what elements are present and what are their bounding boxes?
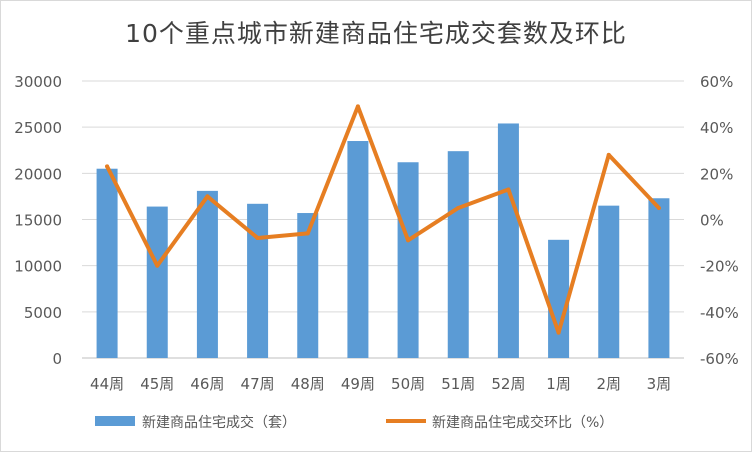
left-tick-label: 5000 <box>24 304 62 322</box>
category-label: 48周 <box>291 375 325 393</box>
left-tick-label: 10000 <box>14 258 62 276</box>
category-label: 52周 <box>491 375 525 393</box>
line-point <box>205 194 210 199</box>
bar <box>648 198 670 358</box>
line-point <box>155 263 160 268</box>
legend-label: 新建商品住宅成交环比（%） <box>432 414 613 431</box>
category-label: 1周 <box>546 375 571 393</box>
line-point <box>606 152 611 157</box>
category-label: 3周 <box>647 375 672 393</box>
category-label: 2周 <box>596 375 621 393</box>
line-point <box>305 231 310 236</box>
right-tick-label: -60% <box>700 350 739 368</box>
right-tick-label: -40% <box>700 304 739 322</box>
left-tick-label: 0 <box>52 350 62 368</box>
left-tick-label: 15000 <box>14 212 62 230</box>
legend-swatch-bar <box>95 416 135 426</box>
right-tick-label: -20% <box>700 258 739 276</box>
bar <box>347 141 369 358</box>
left-tick-label: 25000 <box>14 119 62 137</box>
bar <box>297 213 319 358</box>
bar <box>247 203 269 358</box>
left-tick-label: 30000 <box>14 73 62 91</box>
line-point <box>406 238 411 243</box>
line-point <box>656 205 661 210</box>
category-label: 49周 <box>341 375 375 393</box>
category-label: 45周 <box>140 375 174 393</box>
right-tick-label: 20% <box>700 165 733 183</box>
category-label: 46周 <box>190 375 224 393</box>
category-label: 44周 <box>90 375 124 393</box>
bar <box>196 190 218 358</box>
series-line <box>105 104 661 335</box>
bar <box>548 239 570 358</box>
right-tick-label: 60% <box>700 73 733 91</box>
line-point <box>556 330 561 335</box>
category-label: 47周 <box>241 375 275 393</box>
line-point <box>255 235 260 240</box>
bar <box>146 206 168 358</box>
right-tick-label: 40% <box>700 119 733 137</box>
bar <box>447 151 469 358</box>
left-tick-label: 20000 <box>14 165 62 183</box>
line-point <box>105 164 110 169</box>
chart-title: 10个重点城市新建商品住宅成交套数及环比 <box>125 19 627 48</box>
category-label: 50周 <box>391 375 425 393</box>
bar <box>497 123 519 359</box>
category-label: 51周 <box>441 375 475 393</box>
bar <box>598 205 620 358</box>
right-tick-label: 0% <box>700 212 724 230</box>
line-point <box>456 205 461 210</box>
bar <box>397 162 419 358</box>
line-point <box>355 104 360 109</box>
legend-label: 新建商品住宅成交（套） <box>142 414 296 431</box>
bar <box>96 168 118 358</box>
line-point <box>506 187 511 192</box>
